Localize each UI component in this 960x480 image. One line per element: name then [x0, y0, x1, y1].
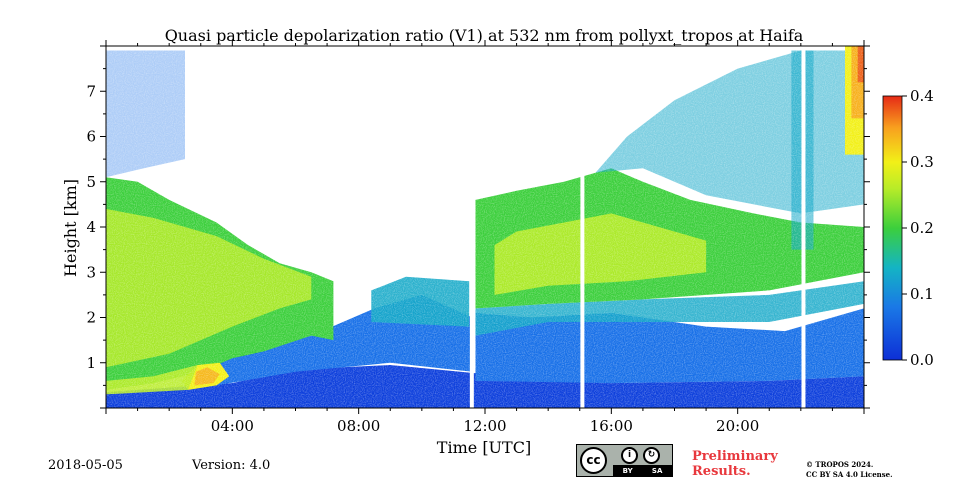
attribution-icon: i: [621, 447, 638, 464]
x-tick-label: 08:00: [337, 417, 380, 435]
copyright-line-2: CC BY SA 4.0 License.: [806, 470, 893, 479]
copyright-line-1: © TROPOS 2024.: [806, 460, 874, 469]
plot-area: [106, 46, 864, 408]
y-tick-label: 3: [86, 263, 96, 281]
date-label: 2018-05-05: [48, 458, 123, 473]
copyright-notice: © TROPOS 2024. CC BY SA 4.0 License.: [806, 460, 936, 480]
cc-license-badge: cc i ↻ BY SA: [576, 444, 673, 477]
x-tick-label: 12:00: [463, 417, 506, 435]
colorbar-tick-label: 0.0: [910, 351, 934, 369]
data-gap-3: [801, 46, 806, 408]
cc-icon: cc: [580, 447, 607, 474]
data-gap-2: [580, 46, 585, 408]
x-tick-label: 04:00: [211, 417, 254, 435]
y-tick-label: 4: [86, 218, 96, 236]
x-tick-label: 20:00: [716, 417, 759, 435]
y-axis-label: Height [km]: [61, 179, 80, 277]
colorbar-tick-label: 0.2: [910, 219, 934, 237]
by-label: BY: [622, 466, 633, 475]
colorbar-ticks: 0.0 0.1 0.2 0.3 0.4: [902, 87, 934, 369]
license-strip: BY SA: [613, 465, 672, 476]
data-gap-1: [469, 46, 474, 408]
share-alike-icon: ↻: [643, 447, 660, 464]
colorbar-tick-label: 0.1: [910, 285, 934, 303]
chart-title: Quasi particle depolarization ratio (V1)…: [165, 26, 804, 45]
sa-label: SA: [651, 466, 663, 475]
y-tick-label: 2: [86, 309, 96, 327]
y-axis: 1 2 3 4 5 6 7: [86, 45, 870, 409]
version-label: Version: 4.0: [192, 458, 271, 473]
y-tick-label: 1: [86, 354, 96, 372]
preliminary-notice: Preliminary Results.: [692, 449, 792, 479]
colorbar-tick-label: 0.3: [910, 153, 934, 171]
preliminary-line-1: Preliminary: [692, 449, 778, 464]
x-axis: 04:00 08:00 12:00 16:00 20:00: [105, 40, 865, 435]
x-tick-label: 16:00: [590, 417, 633, 435]
colorbar: [882, 95, 903, 361]
x-axis-label: Time [UTC]: [437, 438, 531, 457]
noise-texture: [106, 46, 864, 408]
preliminary-line-2: Results.: [692, 464, 751, 479]
y-tick-label: 7: [86, 82, 96, 100]
colorbar-tick-label: 0.4: [910, 87, 934, 105]
y-tick-label: 5: [86, 173, 96, 191]
y-tick-label: 6: [86, 128, 96, 146]
